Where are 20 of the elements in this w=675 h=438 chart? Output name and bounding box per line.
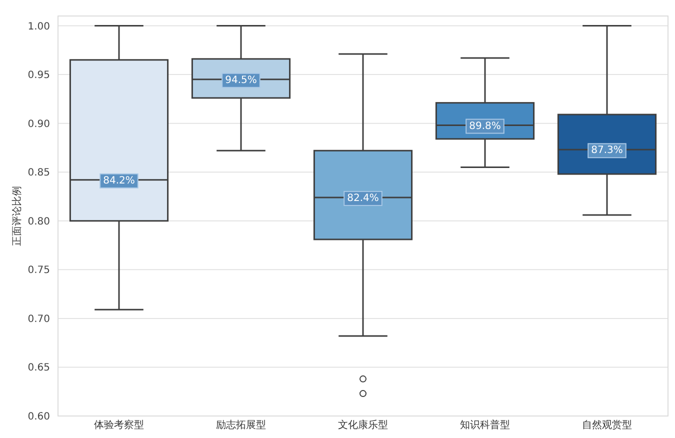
x-tick-label: 体验考察型 bbox=[94, 419, 144, 431]
text: 89.8% bbox=[469, 120, 501, 132]
y-tick-label: 0.90 bbox=[28, 118, 50, 130]
y-tick-label: 0.70 bbox=[28, 314, 50, 325]
y-tick-label: 0.80 bbox=[28, 216, 50, 228]
text: 87.3% bbox=[591, 145, 623, 156]
y-tick-label: 0.60 bbox=[28, 412, 50, 422]
x-tick-label: 知识科普型 bbox=[460, 419, 510, 431]
y-tick-label: 1.00 bbox=[28, 21, 50, 32]
x-tick-label: 自然观赏型 bbox=[582, 419, 632, 431]
y-tick-label: 0.65 bbox=[28, 362, 50, 374]
x-tick-label: 文化康乐型 bbox=[338, 419, 388, 431]
x-tick-label: 励志拓展型 bbox=[216, 419, 266, 431]
text: 82.4% bbox=[347, 192, 379, 204]
y-axis-title: 正面评论比例 bbox=[11, 186, 23, 246]
y-tick-label: 0.75 bbox=[28, 265, 50, 276]
text: 84.2% bbox=[103, 175, 135, 186]
y-tick-label: 0.85 bbox=[28, 168, 50, 179]
y-tick-label: 0.95 bbox=[28, 70, 50, 82]
text: 94.5% bbox=[225, 74, 257, 86]
